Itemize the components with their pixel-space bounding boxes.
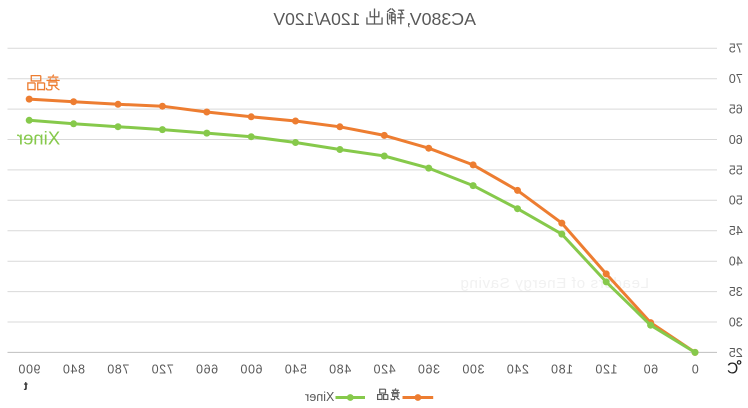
svg-text:75: 75 — [729, 42, 743, 56]
svg-text:300: 300 — [462, 362, 485, 376]
svg-text:840: 840 — [62, 362, 85, 376]
svg-text:420: 420 — [373, 362, 396, 376]
svg-text:780: 780 — [107, 362, 130, 376]
svg-text:Xiner: Xiner — [17, 128, 60, 149]
svg-text:600: 600 — [240, 362, 263, 376]
svg-text:60: 60 — [643, 362, 658, 376]
svg-text:240: 240 — [506, 362, 529, 376]
svg-text:70: 70 — [729, 72, 743, 86]
svg-text:t: t — [24, 379, 28, 393]
svg-text:AC380V,: AC380V, — [406, 9, 476, 29]
svg-text:900: 900 — [18, 362, 41, 376]
svg-text:55: 55 — [729, 163, 743, 177]
svg-text:25: 25 — [729, 346, 743, 360]
svg-text:30: 30 — [729, 315, 743, 329]
svg-text:50: 50 — [729, 194, 743, 208]
svg-text:180: 180 — [550, 362, 573, 376]
svg-text:45: 45 — [729, 224, 743, 238]
svg-text:Xiner: Xiner — [305, 390, 334, 404]
svg-text:40: 40 — [729, 255, 743, 269]
svg-text:480: 480 — [329, 362, 352, 376]
svg-text:720: 720 — [151, 362, 174, 376]
svg-text:540: 540 — [284, 362, 307, 376]
svg-text:C: C — [727, 361, 738, 378]
svg-text:360: 360 — [417, 362, 440, 376]
svg-text:60: 60 — [729, 133, 743, 147]
svg-text:120A/120V: 120A/120V — [273, 9, 360, 29]
svg-text:120: 120 — [595, 362, 618, 376]
svg-text:0: 0 — [691, 362, 699, 376]
svg-text:65: 65 — [729, 102, 743, 116]
svg-text:35: 35 — [729, 285, 743, 299]
svg-text:660: 660 — [195, 362, 218, 376]
